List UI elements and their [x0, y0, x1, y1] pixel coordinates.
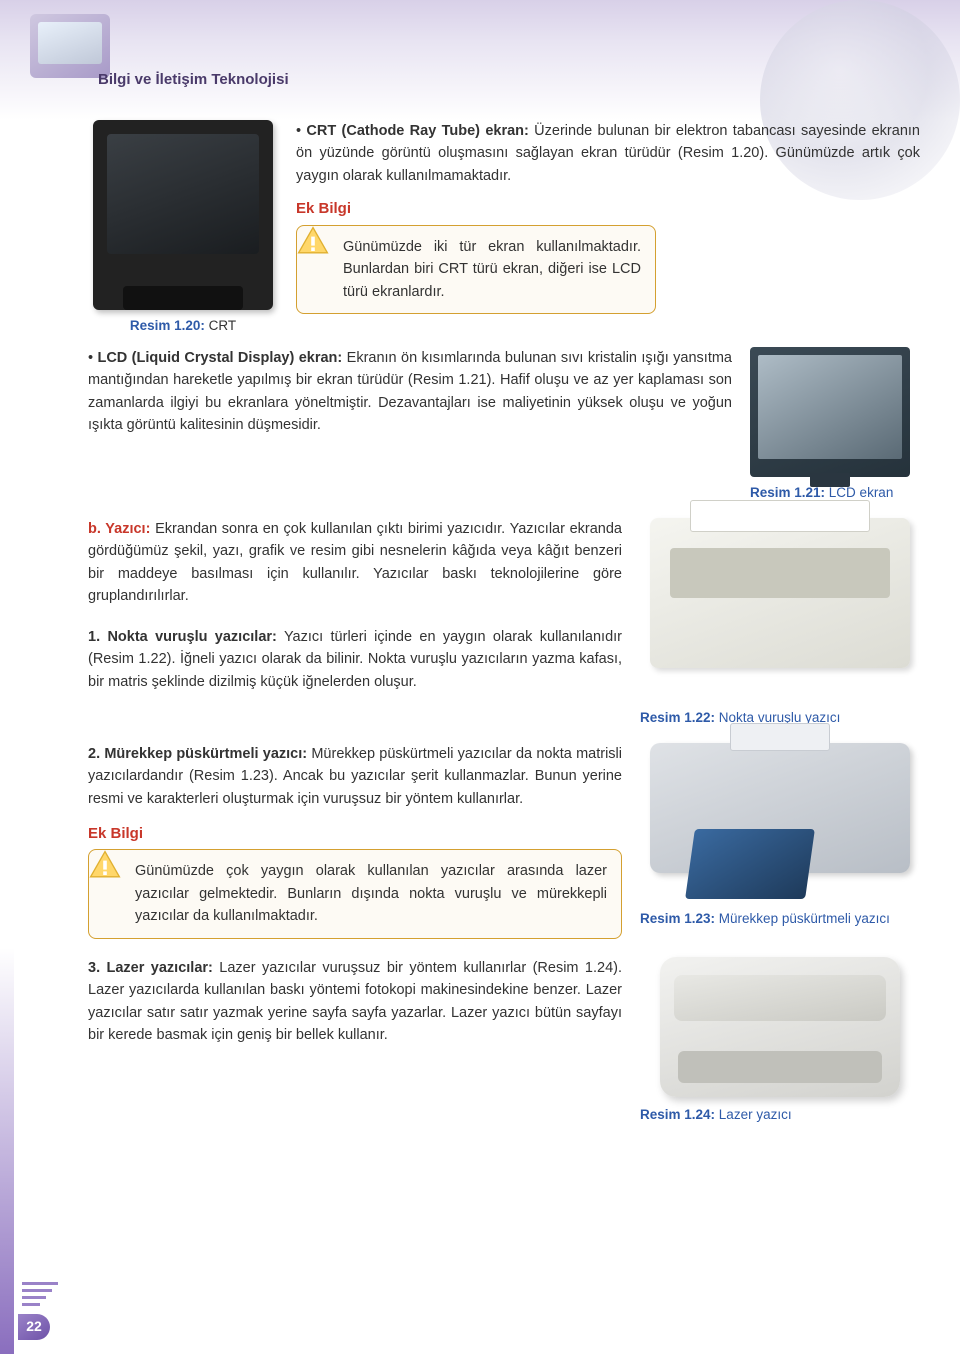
crt-monitor-illustration [93, 120, 273, 310]
warning-icon [85, 846, 125, 886]
lcd-caption-text: LCD ekran [825, 485, 893, 500]
dotmatrix-image-column: Resim 1.22: Nokta vuruşlu yazıcı [640, 518, 920, 729]
crt-image-column: Resim 1.20: CRT [88, 120, 278, 337]
inkjet-text: 2. Mürekkep püskürtmeli yazıcı: Mürekkep… [88, 743, 622, 939]
lcd-run-label: LCD (Liquid Crystal Display) ekran: [93, 350, 342, 366]
laser-caption-ref: Resim 1.24: [640, 1107, 715, 1122]
yazici-body: Ekrandan sonra en çok kullanılan çıktı b… [88, 521, 622, 604]
inkjet-caption-text: Mürekkep püskürtmeli yazıcı [715, 911, 890, 926]
laser-printer-illustration [660, 957, 900, 1097]
nokta-paragraph: 1. Nokta vuruşlu yazıcılar: Yazıcı türle… [88, 626, 622, 693]
lcd-monitor-illustration [750, 347, 910, 477]
crt-callout-text: Günümüzde iki tür ekran kullanılmaktadır… [343, 239, 641, 300]
dotmatrix-caption-ref: Resim 1.22: [640, 710, 715, 725]
crt-caption-ref: Resim 1.20: [130, 318, 205, 333]
inkjet-section: 2. Mürekkep püskürtmeli yazıcı: Mürekkep… [88, 743, 920, 939]
crt-text-column: • CRT (Cathode Ray Tube) ekran: Üzerinde… [296, 120, 920, 337]
lcd-image-column: Resim 1.21: LCD ekran [750, 347, 920, 504]
lcd-text-column: • LCD (Liquid Crystal Display) ekran: Ek… [88, 347, 732, 504]
dot-matrix-printer-illustration [650, 518, 910, 668]
laser-caption-text: Lazer yazıcı [715, 1107, 792, 1122]
warning-icon [293, 222, 333, 262]
page-title: Bilgi ve İletişim Teknolojisi [98, 68, 289, 91]
laser-text: 3. Lazer yazıcılar: Lazer yazıcılar vuru… [88, 957, 622, 1126]
crt-run-label: CRT (Cathode Ray Tube) ekran: [306, 123, 528, 139]
yazici-text: b. Yazıcı: Ekrandan sonra en çok kullanı… [88, 518, 622, 729]
yazici-paragraph: b. Yazıcı: Ekrandan sonra en çok kullanı… [88, 518, 622, 608]
left-rail-decoration [0, 0, 14, 1354]
lcd-caption-ref: Resim 1.21: [750, 485, 825, 500]
yazici-run-label: b. Yazıcı: [88, 521, 150, 537]
page-content: Resim 1.20: CRT • CRT (Cathode Ray Tube)… [88, 120, 920, 1304]
page-number-badge: 22 [18, 1314, 50, 1340]
yazici-section: b. Yazıcı: Ekrandan sonra en çok kullanı… [88, 518, 920, 729]
nokta-run-label: 1. Nokta vuruşlu yazıcılar: [88, 629, 277, 645]
inkjet-callout-text: Günümüzde çok yaygın olarak kullanılan y… [135, 863, 607, 924]
lazer-run-label: 3. Lazer yazıcılar: [88, 960, 213, 976]
lazer-paragraph: 3. Lazer yazıcılar: Lazer yazıcılar vuru… [88, 957, 622, 1047]
laser-section: 3. Lazer yazıcılar: Lazer yazıcılar vuru… [88, 957, 920, 1126]
lcd-paragraph: • LCD (Liquid Crystal Display) ekran: Ek… [88, 347, 732, 437]
ek-bilgi-heading-2: Ek Bilgi [88, 822, 622, 845]
murekkep-run-label: 2. Mürekkep püskürtmeli yazıcı: [88, 746, 307, 762]
lcd-section: • LCD (Liquid Crystal Display) ekran: Ek… [88, 347, 920, 504]
inkjet-caption: Resim 1.23: Mürekkep püskürtmeli yazıcı [640, 909, 920, 930]
crt-caption-text: CRT [205, 318, 236, 333]
crt-paragraph: • CRT (Cathode Ray Tube) ekran: Üzerinde… [296, 120, 920, 187]
laser-image-column: Resim 1.24: Lazer yazıcı [640, 957, 920, 1126]
inkjet-caption-ref: Resim 1.23: [640, 911, 715, 926]
inkjet-callout-box: Günümüzde çok yaygın olarak kullanılan y… [88, 849, 622, 938]
crt-callout-box: Günümüzde iki tür ekran kullanılmaktadır… [296, 225, 656, 314]
inkjet-printer-illustration [650, 743, 910, 873]
ek-bilgi-heading: Ek Bilgi [296, 197, 920, 220]
rail-bars-icon [22, 1282, 58, 1306]
crt-section: Resim 1.20: CRT • CRT (Cathode Ray Tube)… [88, 120, 920, 337]
murekkep-paragraph: 2. Mürekkep püskürtmeli yazıcı: Mürekkep… [88, 743, 622, 810]
inkjet-image-column: Resim 1.23: Mürekkep püskürtmeli yazıcı [640, 743, 920, 939]
laser-caption: Resim 1.24: Lazer yazıcı [640, 1105, 920, 1126]
crt-caption: Resim 1.20: CRT [130, 316, 236, 337]
